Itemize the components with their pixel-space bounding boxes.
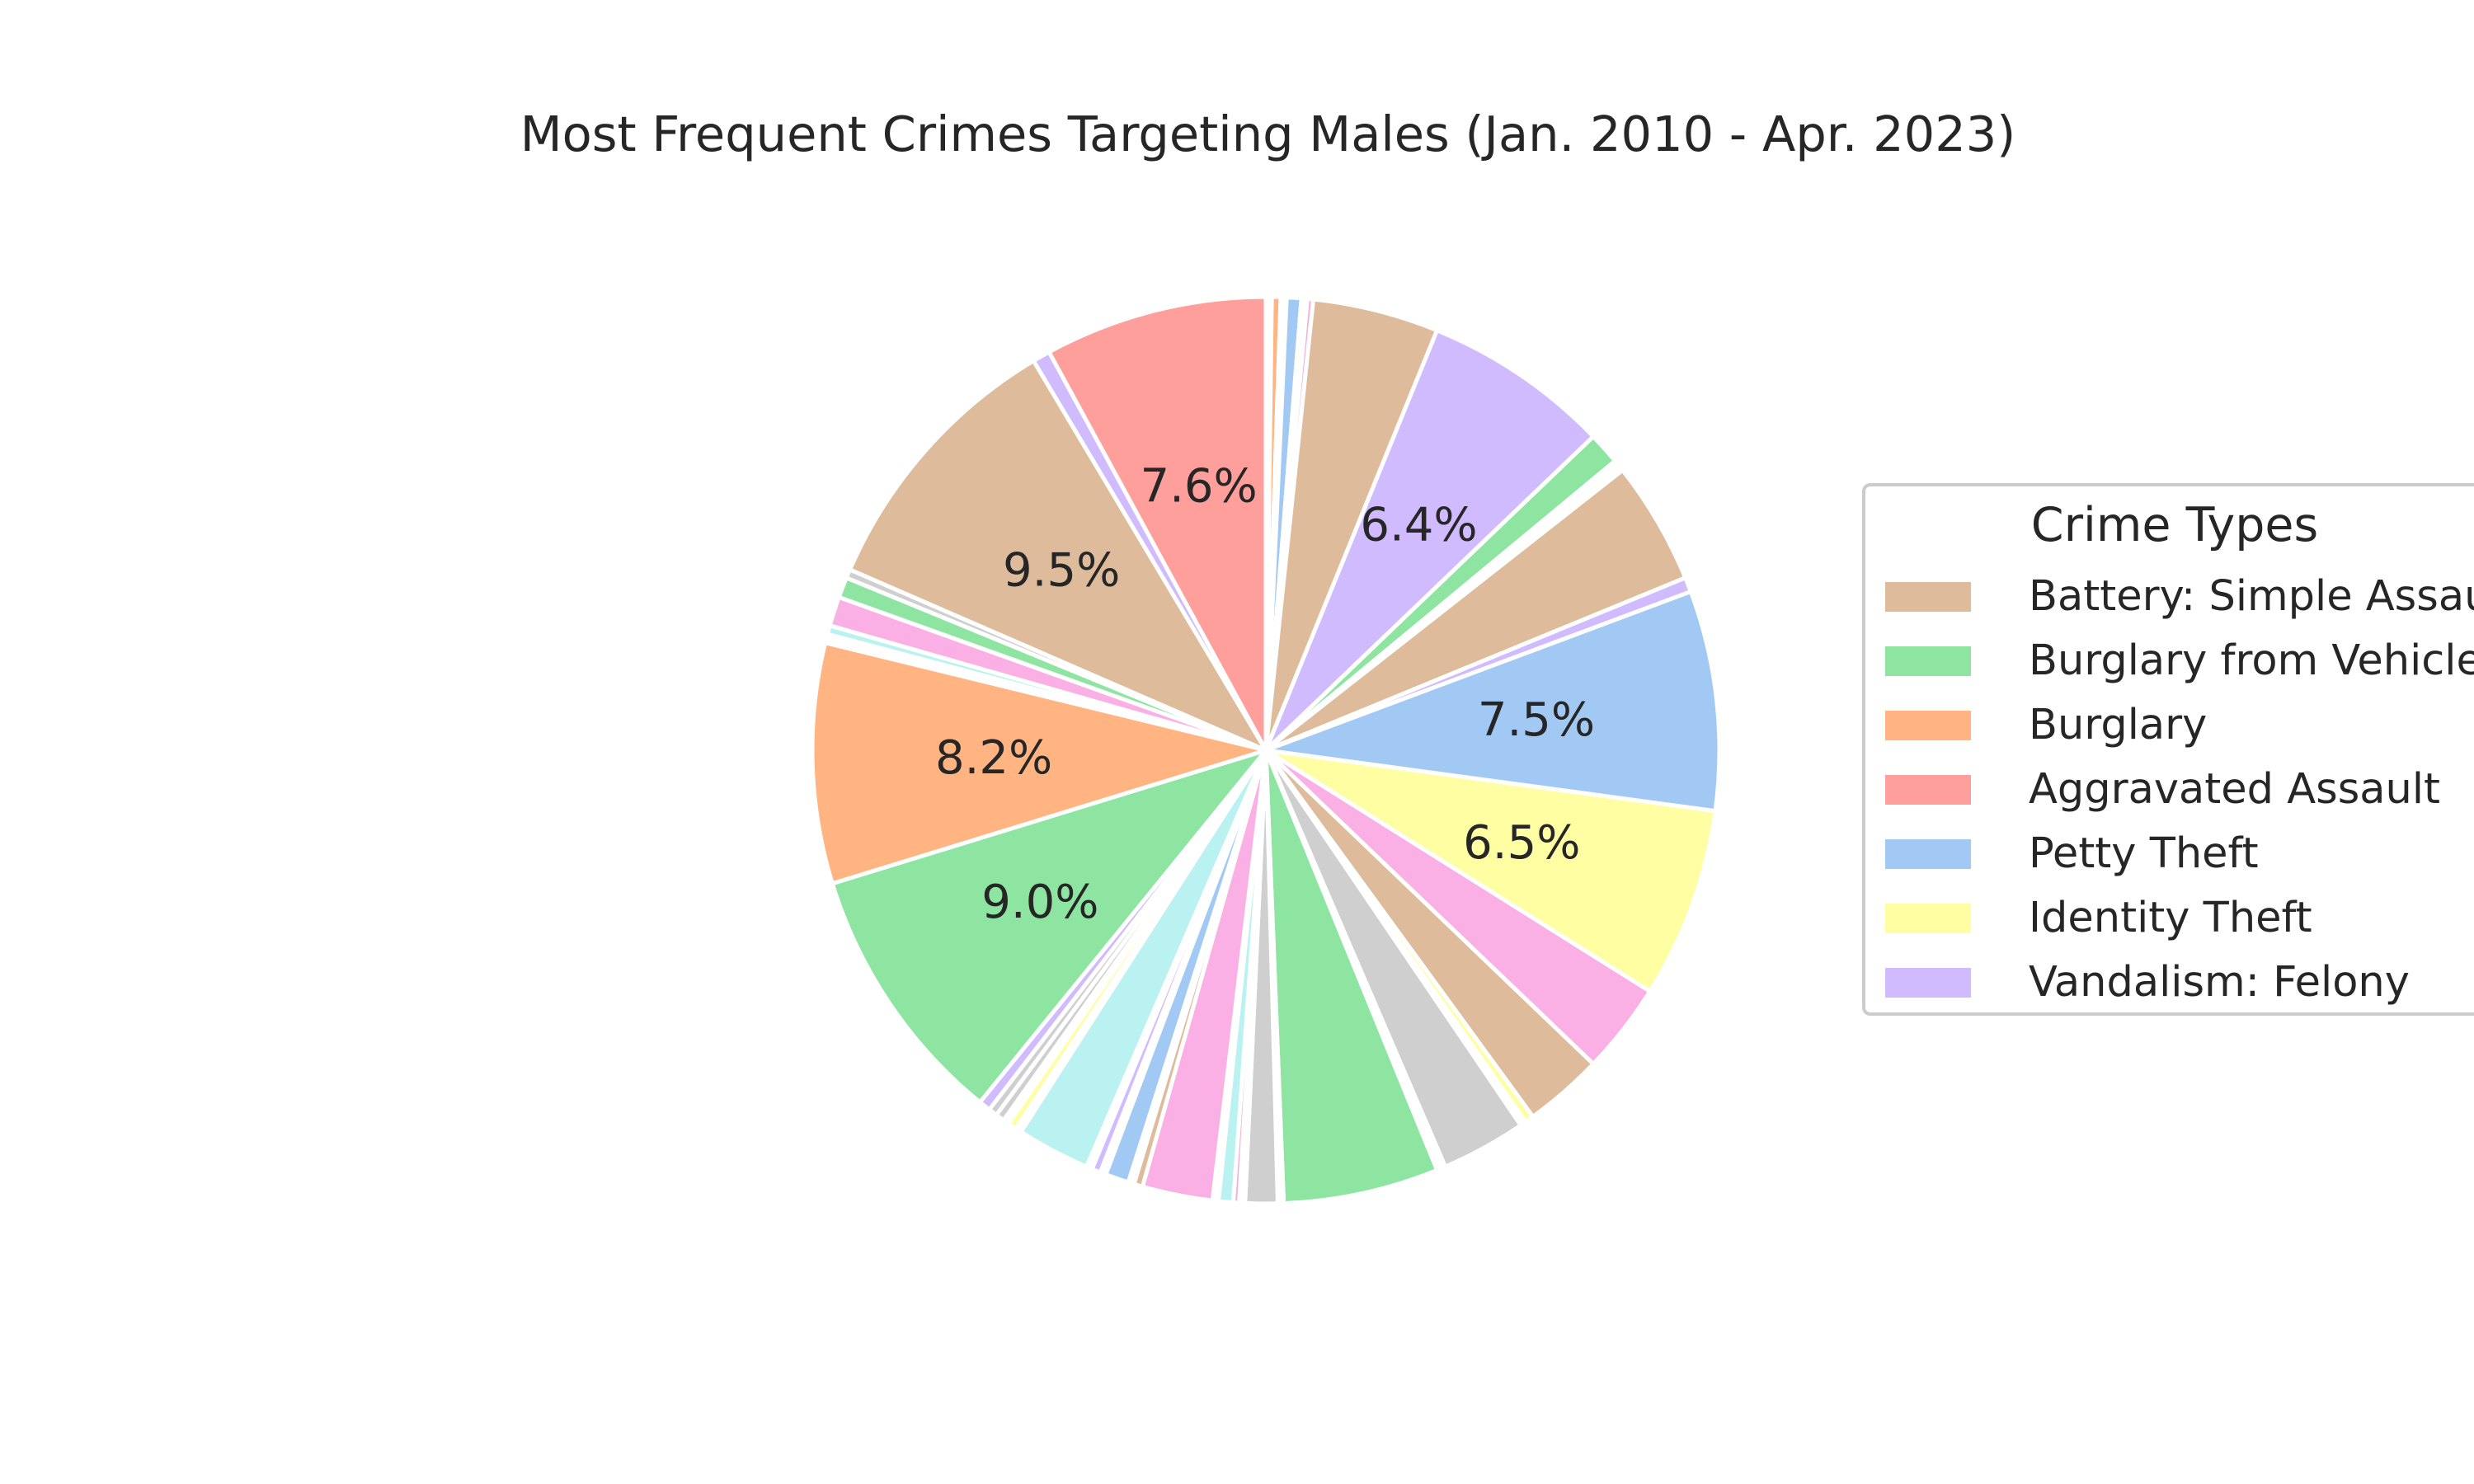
- legend-swatch: [1885, 646, 1971, 676]
- legend-swatch: [1885, 904, 1971, 933]
- pie-slice-13: [1263, 748, 1718, 994]
- legend-label: Vandalism: Felony: [2029, 958, 2410, 1007]
- legend-label: Identity Theft: [2029, 894, 2312, 942]
- slice-label-50: 7.6%: [1140, 460, 1257, 514]
- pie-slices: [810, 294, 1722, 1206]
- pie-slice-48: [848, 359, 1268, 753]
- legend-label: Battery: Simple Assault: [2029, 572, 2474, 621]
- slice-label-41: 9.0%: [981, 876, 1098, 929]
- legend-label: Aggravated Assault: [2029, 765, 2441, 814]
- pie-slice-labels: 6.4% 7.5% 6.5% 9.0% 8.2% 9.5% 7.6%: [935, 460, 1595, 929]
- legend-swatch: [1885, 582, 1971, 612]
- legend-swatch: [1885, 839, 1971, 869]
- legend-item: Battery: Simple Assault: [1885, 569, 2474, 621]
- slice-label-7: 6.4%: [1360, 499, 1477, 552]
- legend-swatch: [1885, 968, 1971, 998]
- pie-slice-12: [1263, 589, 1722, 814]
- pie-slice-41: [830, 748, 1268, 1105]
- pie-slice-20: [1263, 748, 1440, 1206]
- slice-label-12: 7.5%: [1478, 693, 1595, 747]
- pie-slice-42: [810, 641, 1268, 886]
- legend-item: Vandalism: Felony: [1885, 955, 2474, 1007]
- chart-title: Most Frequent Crimes Targeting Males (Ja…: [520, 106, 2016, 162]
- legend-item: Burglary from Vehicle: [1885, 633, 2474, 685]
- legend-title: Crime Types: [2030, 498, 2319, 552]
- legend-swatch: [1885, 711, 1971, 740]
- legend-swatch: [1885, 775, 1971, 805]
- legend: Crime Types Battery: Simple Assault Burgl…: [1862, 483, 2474, 1016]
- slice-label-48: 9.5%: [1003, 544, 1120, 598]
- slice-label-42: 8.2%: [935, 731, 1052, 785]
- legend-item: Burglary: [1885, 697, 2474, 749]
- slice-label-13: 6.5%: [1463, 816, 1580, 870]
- legend-item: Identity Theft: [1885, 890, 2474, 942]
- legend-item: Aggravated Assault: [1885, 762, 2474, 814]
- legend-item: Petty Theft: [1885, 826, 2474, 878]
- legend-label: Petty Theft: [2029, 829, 2259, 878]
- pie-slice-7: [1263, 328, 1596, 753]
- legend-label: Burglary from Vehicle: [2029, 636, 2474, 685]
- pie-slice-50: [1047, 294, 1268, 753]
- legend-label: Burglary: [2029, 701, 2208, 749]
